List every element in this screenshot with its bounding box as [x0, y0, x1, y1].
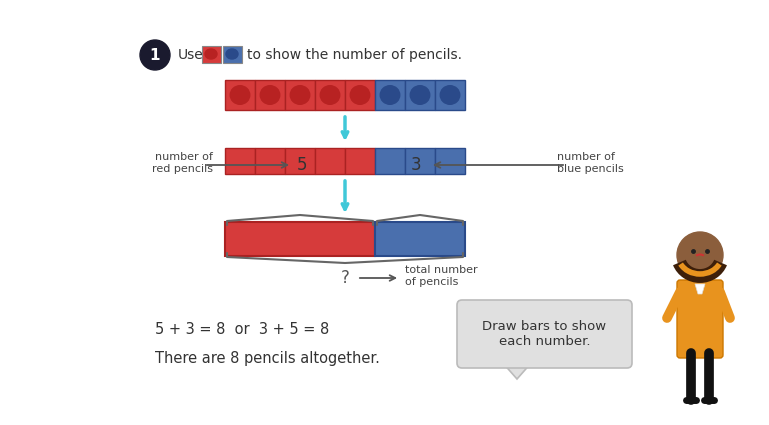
FancyBboxPatch shape [375, 222, 465, 256]
Ellipse shape [205, 49, 217, 59]
FancyBboxPatch shape [255, 80, 285, 110]
FancyBboxPatch shape [315, 148, 345, 174]
Circle shape [140, 40, 170, 70]
FancyBboxPatch shape [315, 80, 345, 110]
Polygon shape [502, 362, 532, 379]
Text: number of
red pencils: number of red pencils [151, 152, 212, 174]
FancyBboxPatch shape [285, 148, 315, 174]
FancyBboxPatch shape [375, 148, 405, 174]
Text: There are 8 pencils altogether.: There are 8 pencils altogether. [155, 351, 380, 366]
Text: 5: 5 [297, 156, 308, 174]
Text: 3: 3 [411, 156, 421, 174]
Ellipse shape [226, 49, 238, 59]
FancyBboxPatch shape [435, 80, 465, 110]
FancyBboxPatch shape [457, 300, 632, 368]
Ellipse shape [260, 86, 280, 104]
Text: 5 + 3 = 8  or  3 + 5 = 8: 5 + 3 = 8 or 3 + 5 = 8 [155, 323, 329, 337]
Ellipse shape [290, 86, 310, 104]
FancyBboxPatch shape [345, 148, 375, 174]
FancyBboxPatch shape [345, 80, 375, 110]
Text: total number
of pencils: total number of pencils [405, 265, 478, 287]
Circle shape [677, 232, 723, 278]
Ellipse shape [380, 86, 400, 104]
Polygon shape [695, 284, 705, 294]
Ellipse shape [410, 86, 430, 104]
FancyBboxPatch shape [255, 148, 285, 174]
FancyBboxPatch shape [225, 148, 255, 174]
FancyBboxPatch shape [677, 280, 723, 358]
FancyBboxPatch shape [285, 80, 315, 110]
Ellipse shape [230, 86, 250, 104]
Text: Draw bars to show
each number.: Draw bars to show each number. [482, 320, 607, 348]
FancyBboxPatch shape [225, 80, 255, 110]
FancyBboxPatch shape [375, 80, 405, 110]
Text: ?: ? [341, 269, 349, 287]
Ellipse shape [320, 86, 340, 104]
FancyBboxPatch shape [202, 46, 221, 63]
Text: Use: Use [178, 48, 204, 62]
FancyBboxPatch shape [223, 46, 242, 63]
Ellipse shape [350, 86, 370, 104]
Text: number of
blue pencils: number of blue pencils [557, 152, 624, 174]
FancyBboxPatch shape [225, 222, 375, 256]
FancyBboxPatch shape [435, 148, 465, 174]
Text: 1: 1 [150, 48, 160, 62]
FancyBboxPatch shape [405, 148, 435, 174]
Ellipse shape [440, 86, 460, 104]
FancyBboxPatch shape [405, 80, 435, 110]
Text: to show the number of pencils.: to show the number of pencils. [247, 48, 462, 62]
